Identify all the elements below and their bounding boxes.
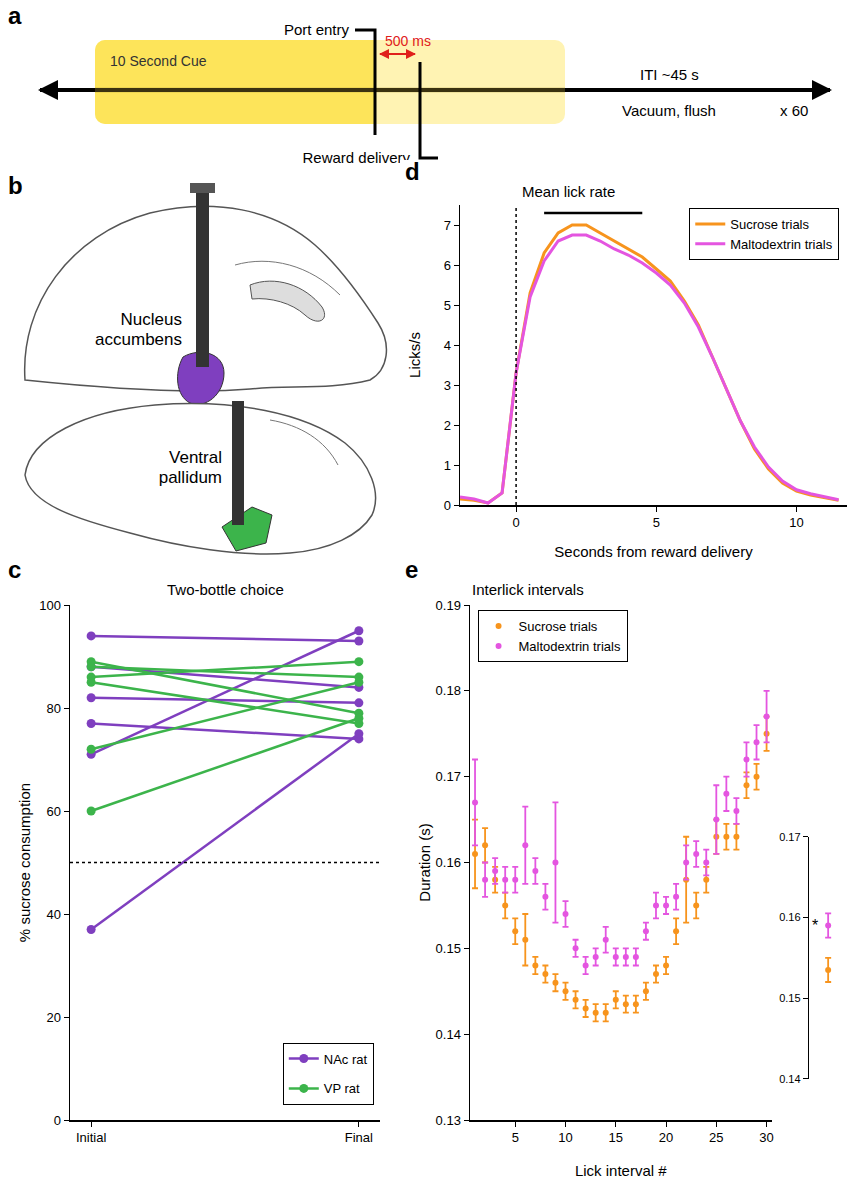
svg-text:*: * [812, 917, 818, 934]
svg-text:100: 100 [39, 598, 61, 613]
svg-text:10: 10 [558, 1130, 572, 1145]
svg-text:VP rat: VP rat [324, 1081, 360, 1096]
svg-text:3: 3 [444, 378, 451, 393]
html-text:c: c [8, 556, 22, 583]
svg-text:0.13: 0.13 [436, 1113, 461, 1128]
svg-text:0: 0 [512, 515, 519, 530]
svg-text:0.14: 0.14 [779, 1073, 800, 1085]
svg-text:ITI ~45 s: ITI ~45 s [640, 66, 699, 83]
svg-text:0.15: 0.15 [779, 992, 800, 1004]
svg-text:40: 40 [46, 907, 60, 922]
svg-text:1: 1 [444, 458, 451, 473]
html-text:e: e [405, 556, 419, 583]
svg-text:Lick interval #: Lick interval # [575, 1162, 667, 1179]
svg-text:Mean lick rate: Mean lick rate [522, 183, 615, 200]
svg-text:6: 6 [444, 258, 451, 273]
svg-text:Maltodextrin trials: Maltodextrin trials [730, 237, 832, 252]
svg-text:5: 5 [653, 515, 660, 530]
svg-text:Initial: Initial [76, 1130, 106, 1145]
svg-text:% sucrose consumption: % sucrose consumption [16, 783, 33, 942]
html-text:a: a [8, 2, 22, 29]
svg-text:x 60: x 60 [780, 102, 808, 119]
svg-text:20: 20 [46, 1010, 60, 1025]
svg-text:Interlick intervals: Interlick intervals [472, 581, 584, 598]
svg-text:Licks/s: Licks/s [406, 332, 423, 378]
svg-text:Maltodextrin trials: Maltodextrin trials [519, 639, 621, 654]
svg-text:Port entry: Port entry [284, 21, 350, 38]
svg-text:0.17: 0.17 [436, 769, 461, 784]
svg-text:Final: Final [345, 1130, 373, 1145]
svg-text:0.19: 0.19 [436, 598, 461, 613]
svg-text:80: 80 [46, 701, 60, 716]
svg-text:500 ms: 500 ms [385, 33, 431, 49]
svg-text:Ventralpallidum: Ventralpallidum [159, 448, 222, 487]
svg-text:4: 4 [444, 338, 451, 353]
svg-text:5: 5 [444, 298, 451, 313]
svg-text:0: 0 [54, 1113, 61, 1128]
svg-text:0.18: 0.18 [436, 683, 461, 698]
html-text:b: b [8, 172, 23, 199]
svg-text:15: 15 [609, 1130, 623, 1145]
svg-text:7: 7 [444, 218, 451, 233]
svg-text:60: 60 [46, 804, 60, 819]
svg-text:Sucrose trials: Sucrose trials [519, 619, 598, 634]
svg-text:25: 25 [709, 1130, 723, 1145]
svg-text:0.14: 0.14 [436, 1027, 461, 1042]
svg-text:10 Second Cue: 10 Second Cue [110, 53, 207, 69]
svg-text:Reward delivery: Reward delivery [302, 149, 410, 166]
html-text:d: d [405, 158, 420, 185]
svg-text:0: 0 [444, 498, 451, 513]
svg-text:Vacuum, flush: Vacuum, flush [622, 102, 716, 119]
svg-text:0.16: 0.16 [779, 911, 800, 923]
svg-text:20: 20 [659, 1130, 673, 1145]
svg-text:2: 2 [444, 418, 451, 433]
svg-text:5: 5 [512, 1130, 519, 1145]
svg-text:0.15: 0.15 [436, 941, 461, 956]
svg-text:10: 10 [789, 515, 803, 530]
svg-text:Nucleusaccumbens: Nucleusaccumbens [95, 310, 182, 349]
svg-text:NAc rat: NAc rat [324, 1052, 368, 1067]
svg-text:Duration (s): Duration (s) [416, 823, 433, 901]
svg-text:30: 30 [759, 1130, 773, 1145]
svg-text:0.16: 0.16 [436, 855, 461, 870]
svg-text:Two-bottle choice: Two-bottle choice [167, 581, 284, 598]
svg-text:Seconds from reward delivery: Seconds from reward delivery [554, 543, 753, 560]
svg-text:Sucrose trials: Sucrose trials [730, 217, 809, 232]
svg-text:0.17: 0.17 [779, 831, 800, 843]
